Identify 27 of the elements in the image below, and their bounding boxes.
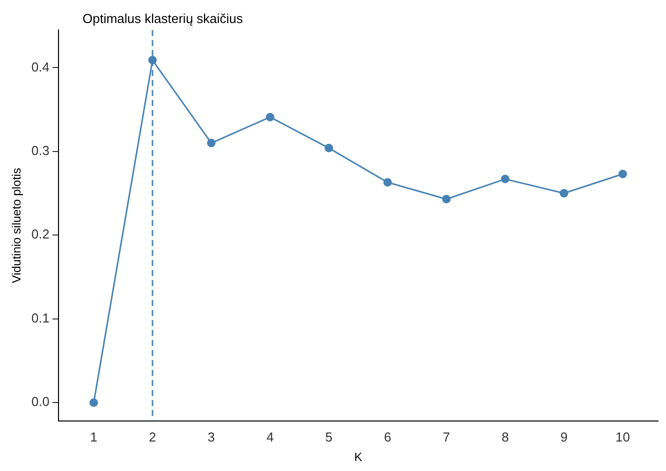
point <box>560 189 568 198</box>
point <box>207 138 216 148</box>
y-tick-label: 0.4 <box>31 59 50 74</box>
x-tick-label: 10 <box>616 429 630 444</box>
x-tick-label: 1 <box>90 429 98 444</box>
x-tick-label: 4 <box>266 429 274 444</box>
y-axis-title: Vidutinio silueto plotis <box>10 168 24 284</box>
point <box>618 170 627 178</box>
x-tick-label: 9 <box>560 429 568 444</box>
point <box>89 398 98 407</box>
y-tick-label: 0.2 <box>31 226 50 242</box>
x-tick-label: 6 <box>384 429 392 444</box>
y-tick-label: 0.0 <box>31 394 50 410</box>
point <box>383 178 392 187</box>
point <box>442 194 451 204</box>
x-tick-label: 8 <box>502 429 509 444</box>
x-tick-label: 7 <box>442 429 450 444</box>
ref-line-label: Optimalus klasterių skaičius <box>82 11 244 26</box>
point <box>324 144 334 152</box>
point <box>500 174 510 184</box>
x-tick-label: 5 <box>325 429 332 444</box>
x-tick-label: 2 <box>148 429 156 444</box>
x-axis-title: K <box>354 450 362 464</box>
point <box>266 112 274 122</box>
y-tick-label: 0.3 <box>31 142 50 158</box>
x-tick-label: 3 <box>208 429 215 444</box>
y-tick-label: 0.1 <box>31 310 50 326</box>
